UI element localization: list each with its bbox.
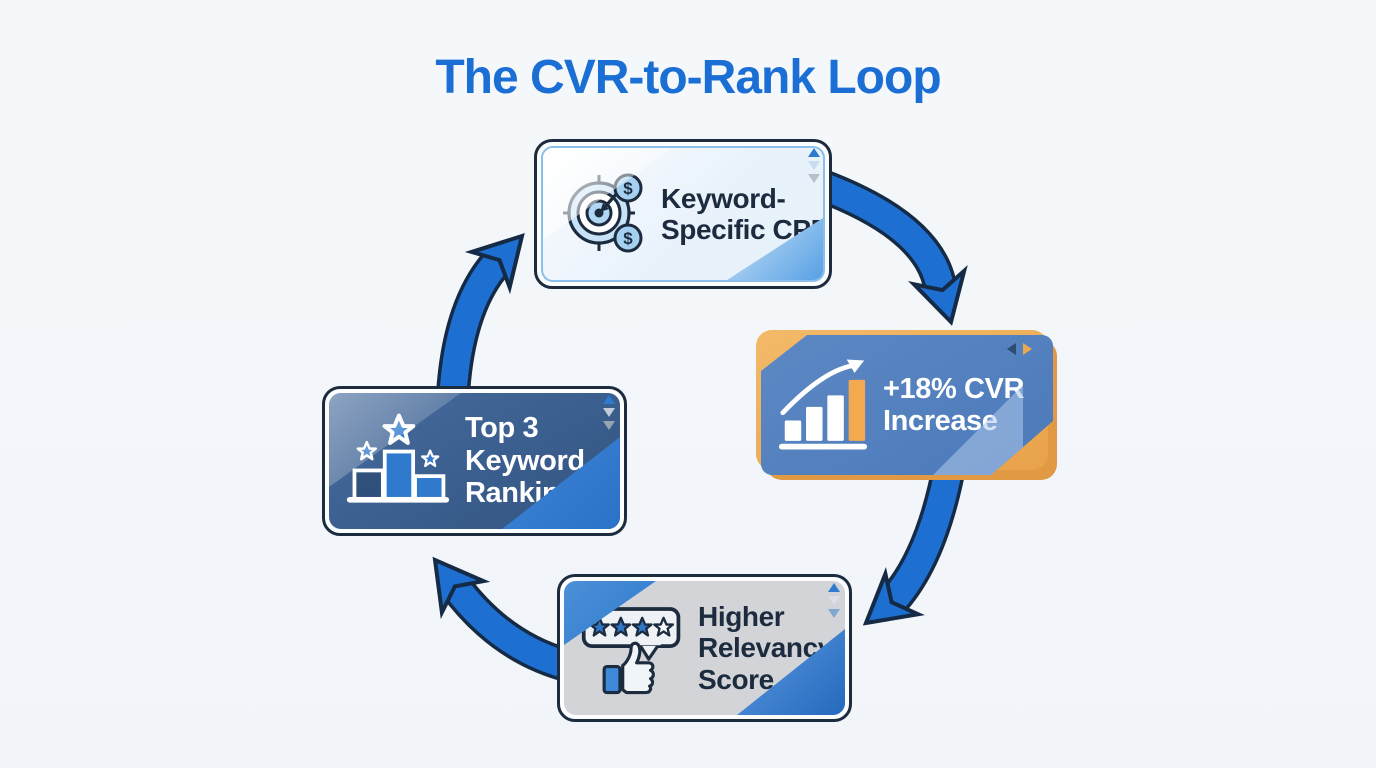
page-title: The CVR-to-Rank Loop	[435, 51, 941, 104]
left-triangle-icon	[1007, 343, 1016, 355]
node-label: Top 3 Keyword Ranking	[465, 412, 585, 509]
node-frame: Higher Relevancy Score	[557, 574, 852, 722]
up-triangle-icon	[828, 583, 840, 592]
arrow-cvr-to-relevancy	[862, 458, 967, 626]
down-triangle-icon	[808, 161, 820, 170]
down-triangle-icon	[603, 421, 615, 430]
label-line: Keyword-	[661, 182, 786, 214]
svg-text:$: $	[623, 179, 633, 198]
sort-arrows-indicator	[808, 148, 820, 183]
node-card: +18% CVR Increase	[761, 335, 1053, 475]
label-line: Keyword	[465, 444, 585, 477]
node-label: +18% CVR Increase	[883, 373, 1024, 438]
growth-bar-chart-icon	[777, 355, 869, 455]
arrow-cpp-to-cvr	[813, 169, 968, 326]
podium-stars-icon	[346, 413, 450, 503]
node-frame: $ $ Keyword- Specific CPP	[534, 139, 832, 289]
node-card: Top 3 Keyword Ranking	[329, 393, 620, 529]
node-cvr-increase: +18% CVR Increase	[756, 330, 1057, 480]
node-card: Higher Relevancy Score	[564, 581, 845, 715]
node-keyword-specific-cpp: $ $ Keyword- Specific CPP	[534, 139, 832, 289]
up-triangle-icon	[808, 148, 820, 157]
star-rating-thumbs-up-icon	[581, 607, 681, 695]
down-triangle-icon	[828, 596, 840, 605]
node-card: $ $ Keyword- Specific CPP	[541, 146, 825, 282]
left-right-arrows-indicator	[1007, 343, 1032, 355]
node-frame: Top 3 Keyword Ranking	[322, 386, 627, 536]
target-dollar-icon: $ $	[563, 173, 643, 253]
label-line: Higher	[698, 600, 785, 632]
right-triangle-icon	[1023, 343, 1032, 355]
svg-text:$: $	[623, 229, 633, 248]
label-line: +18% CVR	[883, 372, 1025, 405]
node-label: Keyword- Specific CPP	[661, 182, 825, 246]
node-label: Higher Relevancy Score	[698, 601, 833, 695]
sort-arrows-indicator	[603, 395, 615, 430]
label-line: Relevancy	[698, 632, 833, 664]
label-line: Score	[698, 663, 774, 695]
down-triangle-icon	[603, 408, 615, 417]
label-line: Ranking	[465, 477, 577, 510]
down-triangle-icon	[808, 174, 820, 183]
node-top-3-keyword-ranking: Top 3 Keyword Ranking	[322, 386, 627, 536]
label-line: Specific CPP	[661, 214, 825, 245]
up-triangle-icon	[603, 395, 615, 404]
label-line: Top 3	[465, 412, 539, 445]
label-line: Increase	[883, 405, 998, 437]
arrow-ranking-to-cpp	[436, 233, 525, 396]
node-higher-relevancy-score: Higher Relevancy Score	[557, 574, 852, 722]
down-triangle-icon	[828, 609, 840, 618]
arrow-relevancy-to-ranking	[432, 556, 575, 683]
sort-arrows-indicator	[828, 583, 840, 618]
